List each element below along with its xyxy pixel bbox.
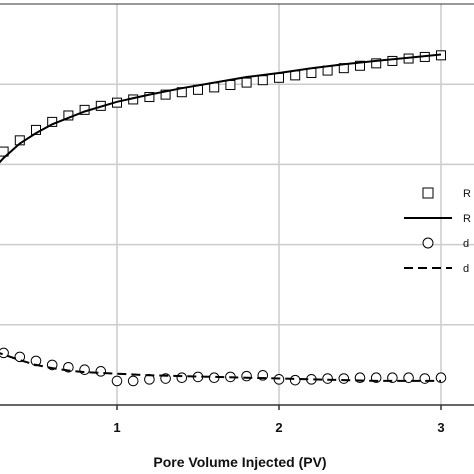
data-point-circle [127, 375, 139, 387]
x-ticks: 1 2 3 [113, 405, 445, 435]
x-tick-label: 3 [437, 420, 444, 435]
legend-label: R [463, 188, 471, 200]
data-point-square [209, 82, 220, 93]
data-point-square [306, 67, 317, 78]
data-point-square [290, 70, 301, 81]
grid [0, 4, 474, 405]
data-point-square [355, 60, 365, 71]
series-line [0, 352, 441, 382]
data-point-square [144, 92, 155, 103]
x-axis-title: Pore Volume Injected (PV) [153, 454, 326, 470]
legend-entry: R [404, 213, 471, 225]
legend-label: d [463, 238, 469, 250]
data-point-circle [241, 370, 252, 382]
legend-entry: R [422, 187, 471, 200]
data-point-circle [289, 374, 301, 386]
legend-label: d [463, 263, 469, 275]
legend: R Rd d [404, 187, 471, 275]
data-point-circle [338, 373, 350, 384]
data-point-square [225, 80, 236, 91]
data-point-circle [176, 372, 188, 384]
x-tick-label: 2 [275, 420, 282, 435]
series-2 [0, 53, 442, 164]
data-point-circle [0, 347, 9, 359]
series-3 [0, 347, 447, 387]
legend-entry: d [422, 237, 469, 250]
data-point-square [387, 55, 398, 66]
data-point-square [274, 72, 284, 83]
data-point-circle [111, 375, 123, 387]
series-line [0, 53, 442, 164]
series-4 [0, 352, 441, 382]
legend-entry: d [404, 263, 469, 275]
data-point-square [257, 75, 268, 86]
data-point-circle [79, 364, 90, 376]
legend-label: R [463, 213, 471, 225]
data-point-circle [322, 373, 333, 384]
legend-square-marker [422, 187, 434, 199]
x-tick-label: 1 [113, 420, 120, 435]
data-point-square [160, 89, 171, 100]
plot-border [0, 3, 474, 406]
data-point-circle [14, 351, 26, 363]
data-point-square [0, 146, 9, 157]
data-point-square [371, 58, 382, 69]
data-point-circle [95, 366, 107, 377]
data-point-circle [435, 372, 447, 384]
legend-circle-marker [422, 237, 434, 249]
series-layer [0, 50, 447, 387]
data-point-square [241, 77, 252, 88]
